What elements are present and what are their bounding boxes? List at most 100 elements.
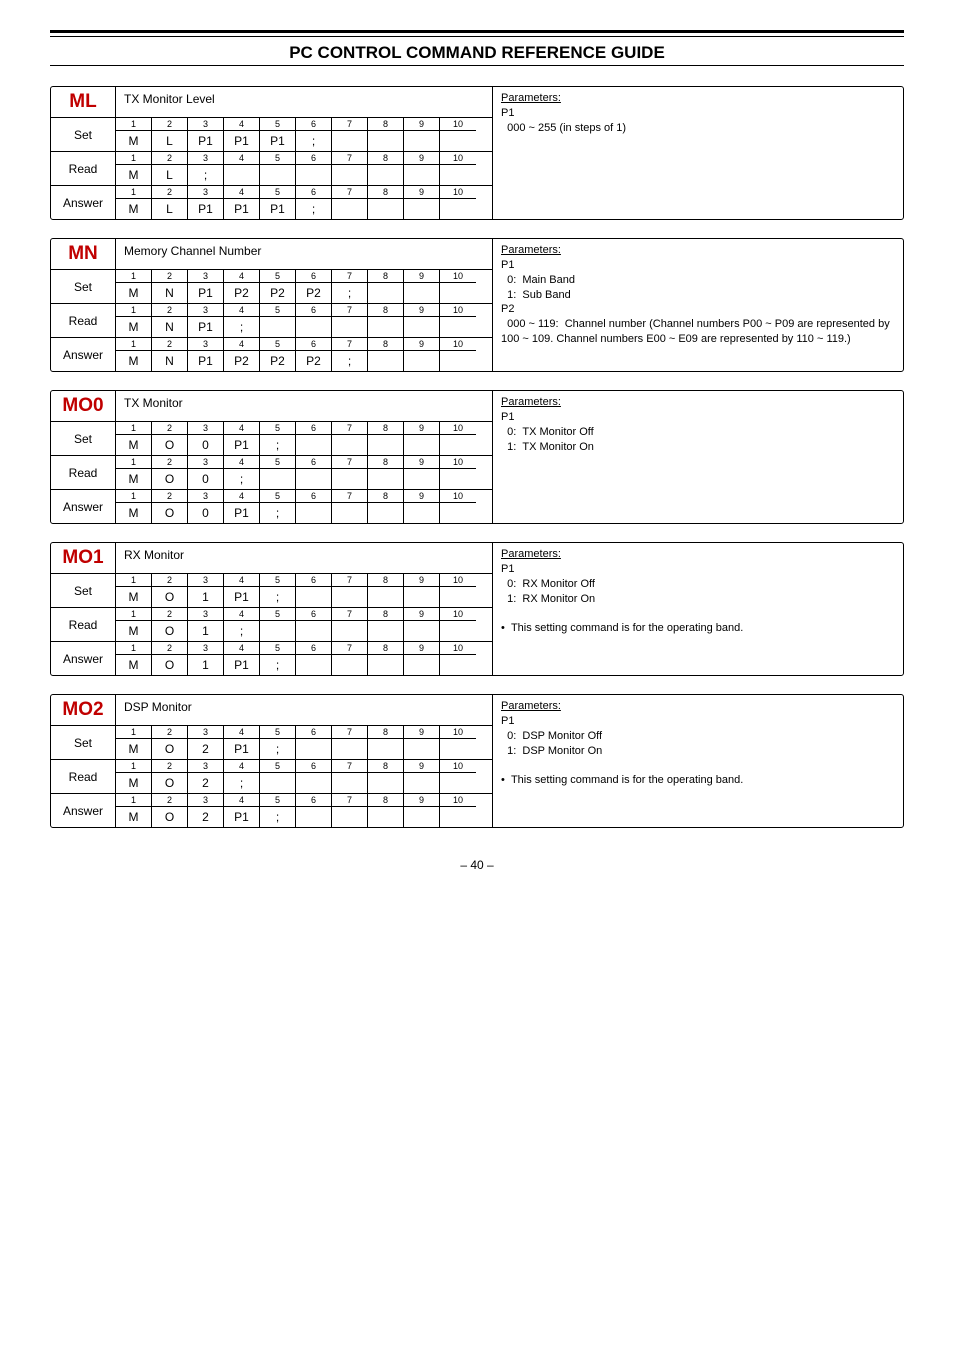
value-cell: P1 <box>260 131 296 151</box>
row-label: Set <box>51 118 116 151</box>
value-line: MO0P1; <box>116 503 476 523</box>
index-cell: 4 <box>224 642 260 654</box>
index-cell: 4 <box>224 338 260 350</box>
index-line: 12345678910 <box>116 642 476 655</box>
index-cell: 8 <box>368 152 404 164</box>
value-cell <box>404 351 440 371</box>
title-bar: PC CONTROL COMMAND REFERENCE GUIDE <box>50 30 904 66</box>
index-cell: 2 <box>152 152 188 164</box>
index-cell: 8 <box>368 118 404 130</box>
index-cell: 7 <box>332 270 368 282</box>
value-cell <box>332 317 368 337</box>
index-cell: 5 <box>260 304 296 316</box>
row-label: Answer <box>51 794 116 827</box>
index-cell: 1 <box>116 338 152 350</box>
index-cell: 7 <box>332 118 368 130</box>
value-cell <box>332 807 368 827</box>
index-cell: 5 <box>260 118 296 130</box>
value-cell <box>332 131 368 151</box>
value-cell: M <box>116 655 152 675</box>
value-cell: P1 <box>188 351 224 371</box>
index-cell: 10 <box>440 422 476 434</box>
value-cell: ; <box>332 283 368 303</box>
value-cell <box>404 131 440 151</box>
value-cell <box>404 621 440 641</box>
value-grid: 12345678910MO1P1; <box>116 642 476 675</box>
index-cell: 8 <box>368 456 404 468</box>
index-cell: 5 <box>260 608 296 620</box>
command-header-row: MNMemory Channel Number <box>51 239 492 270</box>
index-cell: 3 <box>188 152 224 164</box>
index-cell: 9 <box>404 186 440 198</box>
index-line: 12345678910 <box>116 760 476 773</box>
parameters-panel: Parameters:P1 000 ~ 255 (in steps of 1) <box>493 87 903 219</box>
index-cell: 3 <box>188 186 224 198</box>
value-cell <box>440 351 476 371</box>
value-cell <box>296 165 332 185</box>
value-grid: 12345678910MO1P1; <box>116 574 476 607</box>
index-cell: 5 <box>260 456 296 468</box>
value-cell <box>260 317 296 337</box>
value-cell: P2 <box>260 351 296 371</box>
value-cell <box>368 587 404 607</box>
index-cell: 3 <box>188 642 224 654</box>
value-cell: P1 <box>188 283 224 303</box>
index-cell: 5 <box>260 422 296 434</box>
command-block: MLTX Monitor LevelSet12345678910MLP1P1P1… <box>50 86 904 220</box>
value-line: MO1P1; <box>116 655 476 675</box>
index-cell: 1 <box>116 270 152 282</box>
value-grid: 12345678910MO2P1; <box>116 726 476 759</box>
value-cell <box>332 621 368 641</box>
value-cell <box>440 131 476 151</box>
value-cell <box>368 199 404 219</box>
index-cell: 6 <box>296 608 332 620</box>
row-label: Set <box>51 422 116 455</box>
value-cell <box>368 131 404 151</box>
value-line: MO0; <box>116 469 476 489</box>
index-cell: 2 <box>152 794 188 806</box>
value-grid: 12345678910MO0; <box>116 456 476 489</box>
value-cell: ; <box>188 165 224 185</box>
index-cell: 3 <box>188 338 224 350</box>
command-block: MO1RX MonitorSet12345678910MO1P1;Read123… <box>50 542 904 676</box>
value-cell <box>260 165 296 185</box>
value-grid: 12345678910MNP1; <box>116 304 476 337</box>
value-cell <box>224 165 260 185</box>
index-line: 12345678910 <box>116 490 476 503</box>
index-cell: 7 <box>332 490 368 502</box>
value-cell: ; <box>224 773 260 793</box>
index-cell: 9 <box>404 304 440 316</box>
command-section-row: Read12345678910MO0; <box>51 455 492 489</box>
command-section-row: Answer12345678910MO2P1; <box>51 793 492 827</box>
value-grid: 12345678910MO1; <box>116 608 476 641</box>
value-cell: 0 <box>188 469 224 489</box>
command-left: MO0TX MonitorSet12345678910MO0P1;Read123… <box>51 391 493 523</box>
index-cell: 2 <box>152 118 188 130</box>
index-cell: 9 <box>404 608 440 620</box>
index-cell: 7 <box>332 456 368 468</box>
value-cell <box>368 317 404 337</box>
index-line: 12345678910 <box>116 186 476 199</box>
index-cell: 10 <box>440 152 476 164</box>
index-cell: 7 <box>332 794 368 806</box>
index-cell: 8 <box>368 574 404 586</box>
index-cell: 5 <box>260 152 296 164</box>
value-cell: M <box>116 317 152 337</box>
value-cell <box>296 773 332 793</box>
index-line: 12345678910 <box>116 422 476 435</box>
value-cell: 2 <box>188 807 224 827</box>
index-cell: 10 <box>440 118 476 130</box>
index-cell: 4 <box>224 726 260 738</box>
index-cell: 9 <box>404 760 440 772</box>
value-cell: ; <box>260 655 296 675</box>
row-label: Set <box>51 726 116 759</box>
index-cell: 3 <box>188 422 224 434</box>
value-grid: 12345678910MO2; <box>116 760 476 793</box>
value-cell <box>440 283 476 303</box>
value-cell <box>440 655 476 675</box>
value-cell: ; <box>260 739 296 759</box>
value-cell: 1 <box>188 621 224 641</box>
value-cell: M <box>116 165 152 185</box>
value-cell <box>368 773 404 793</box>
index-cell: 3 <box>188 794 224 806</box>
